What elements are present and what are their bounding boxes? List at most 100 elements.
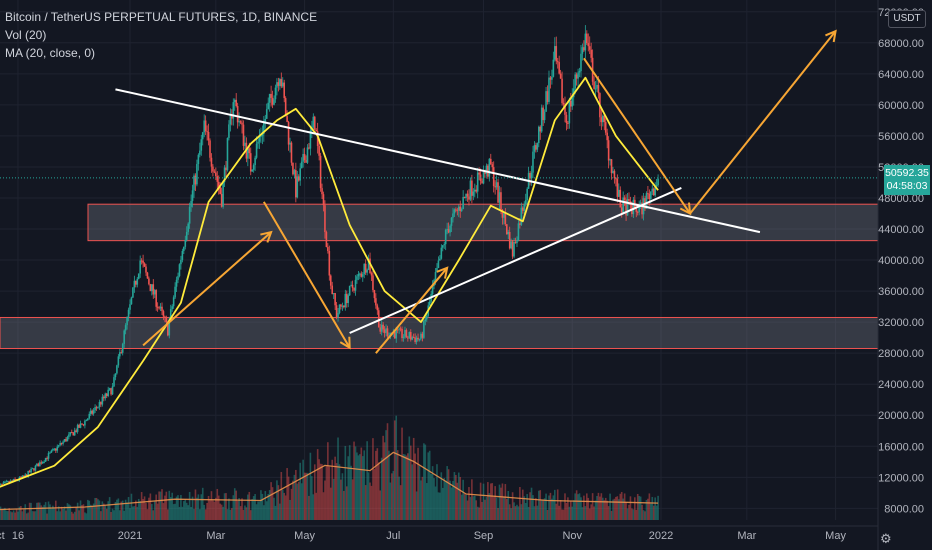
candle-body [408, 332, 411, 338]
volume-bar [85, 513, 88, 520]
volume-bar [452, 480, 454, 520]
candle-body [228, 124, 230, 138]
volume-bar [500, 487, 502, 520]
candle-body [425, 315, 428, 320]
volume-bar [428, 450, 431, 520]
candle-body [299, 168, 302, 181]
candle-body [517, 223, 520, 241]
volume-bar [629, 496, 632, 520]
volume-bar [580, 497, 582, 520]
volume-bar [127, 497, 130, 520]
y-tick-label: 44000.00 [878, 224, 924, 236]
candle-body [60, 443, 63, 445]
volume-bar [6, 511, 9, 520]
candle-body [331, 285, 334, 295]
price-unit-badge[interactable]: USDT [888, 10, 926, 28]
volume-bar [460, 494, 463, 520]
candle-body [315, 129, 318, 132]
candle-body [489, 158, 492, 165]
volume-bar [123, 510, 125, 520]
volume-bar [584, 506, 587, 520]
volume-bar [449, 480, 451, 520]
volume-indicator-label[interactable]: Vol (20) [5, 28, 47, 42]
volume-bar [286, 468, 288, 520]
candle-body [95, 407, 98, 409]
candle-body [185, 231, 188, 240]
candle-body [75, 430, 77, 432]
volume-bar [47, 501, 50, 520]
volume-bar [276, 480, 278, 520]
volume-bar [185, 502, 188, 520]
ma-indicator-label[interactable]: MA (20, close, 0) [5, 46, 96, 60]
volume-bar [578, 493, 581, 520]
candle-body [174, 286, 176, 298]
candle-body [30, 468, 32, 473]
volume-bar [231, 508, 233, 520]
candle-body [313, 116, 316, 130]
gear-icon[interactable]: ⚙ [880, 531, 892, 546]
volume-bar [367, 472, 370, 520]
candle-body [468, 196, 470, 200]
candle-body [495, 182, 498, 188]
candle-body [476, 172, 479, 192]
volume-bar [76, 502, 79, 520]
volume-bar [18, 506, 21, 520]
volume-bar [404, 454, 406, 520]
volume-bar [43, 504, 45, 520]
volume-bar [651, 496, 654, 520]
candle-body [4, 481, 6, 483]
y-tick-label: 60000.00 [878, 100, 924, 112]
candle-body [267, 102, 270, 110]
volume-bar [107, 501, 109, 520]
volume-bar [418, 465, 421, 520]
volume-bar [632, 509, 635, 520]
volume-bar [41, 506, 44, 520]
candle-body [21, 475, 24, 478]
volume-bar [149, 493, 152, 520]
volume-bar [196, 497, 198, 520]
candle-body [164, 316, 166, 319]
candle-body [382, 324, 384, 330]
volume-bar [386, 423, 389, 520]
volume-bar [427, 452, 430, 520]
candle-body [577, 72, 579, 79]
symbol-title[interactable]: Bitcoin / TetherUS PERPETUAL FUTURES, 1D… [5, 10, 318, 24]
candle-body [641, 202, 643, 215]
candle-body [578, 71, 581, 73]
volume-bar [305, 472, 307, 520]
candle-body [645, 193, 648, 209]
volume-bar [562, 509, 565, 520]
volume-bar [450, 487, 453, 520]
candle-body [69, 432, 72, 435]
candle-body [162, 311, 165, 317]
volume-bar [201, 487, 204, 520]
volume-bar [650, 503, 652, 520]
candle-body [225, 167, 227, 171]
volume-bar [568, 506, 571, 520]
volume-bar [143, 496, 146, 520]
candle-body [372, 275, 374, 291]
volume-bar [68, 504, 70, 520]
candle-body [271, 97, 274, 105]
y-tick-label: 64000.00 [878, 69, 924, 81]
volume-bar [532, 495, 534, 520]
candle-body [324, 205, 326, 233]
volume-bar [140, 492, 143, 520]
candle-body [233, 99, 236, 103]
candle-body [536, 143, 539, 150]
volume-bar [396, 450, 399, 520]
volume-bar [92, 503, 95, 520]
volume-bar [52, 505, 54, 520]
volume-bar [466, 500, 469, 520]
volume-bar [158, 491, 160, 520]
candle-body [478, 172, 480, 175]
volume-bar [36, 502, 38, 520]
candle-body [409, 332, 412, 340]
candle-body [401, 328, 403, 339]
candle-body [286, 116, 288, 122]
candle-body [97, 406, 99, 408]
volume-bar [409, 445, 412, 520]
candle-body [364, 263, 367, 273]
candle-body [133, 280, 136, 288]
